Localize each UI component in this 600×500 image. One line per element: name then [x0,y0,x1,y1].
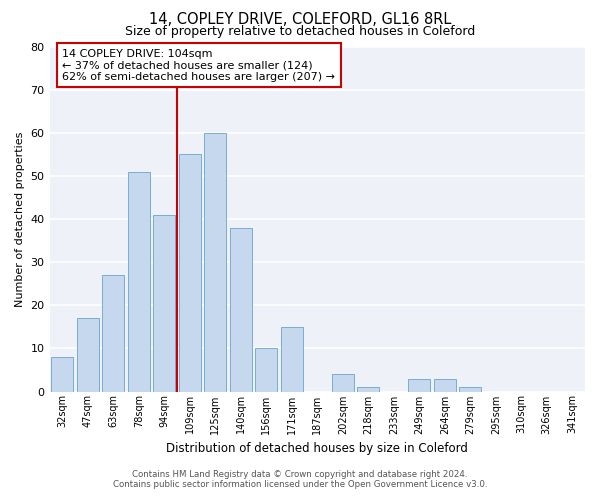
Text: Contains HM Land Registry data © Crown copyright and database right 2024.
Contai: Contains HM Land Registry data © Crown c… [113,470,487,489]
Bar [409,378,430,392]
Bar [332,374,353,392]
X-axis label: Distribution of detached houses by size in Coleford: Distribution of detached houses by size … [166,442,468,455]
Text: 14, COPLEY DRIVE, COLEFORD, GL16 8RL: 14, COPLEY DRIVE, COLEFORD, GL16 8RL [149,12,451,28]
Bar [460,387,481,392]
Bar [128,172,149,392]
Bar [179,154,200,392]
Bar [77,318,98,392]
Bar [230,228,251,392]
Bar [103,275,124,392]
Bar [154,214,175,392]
Text: 14 COPLEY DRIVE: 104sqm
← 37% of detached houses are smaller (124)
62% of semi-d: 14 COPLEY DRIVE: 104sqm ← 37% of detache… [62,48,335,82]
Text: Size of property relative to detached houses in Coleford: Size of property relative to detached ho… [125,25,475,38]
Y-axis label: Number of detached properties: Number of detached properties [15,132,25,306]
Bar [358,387,379,392]
Bar [281,327,302,392]
Bar [205,133,226,392]
Bar [52,357,73,392]
Bar [256,348,277,392]
Bar [434,378,455,392]
